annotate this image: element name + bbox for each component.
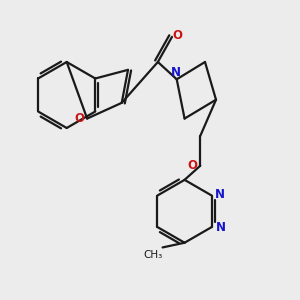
Text: N: N [216, 221, 226, 234]
Text: O: O [74, 112, 84, 125]
Text: O: O [173, 29, 183, 42]
Text: CH₃: CH₃ [143, 250, 163, 260]
Text: N: N [215, 188, 225, 200]
Text: N: N [171, 66, 181, 79]
Text: O: O [188, 159, 197, 172]
